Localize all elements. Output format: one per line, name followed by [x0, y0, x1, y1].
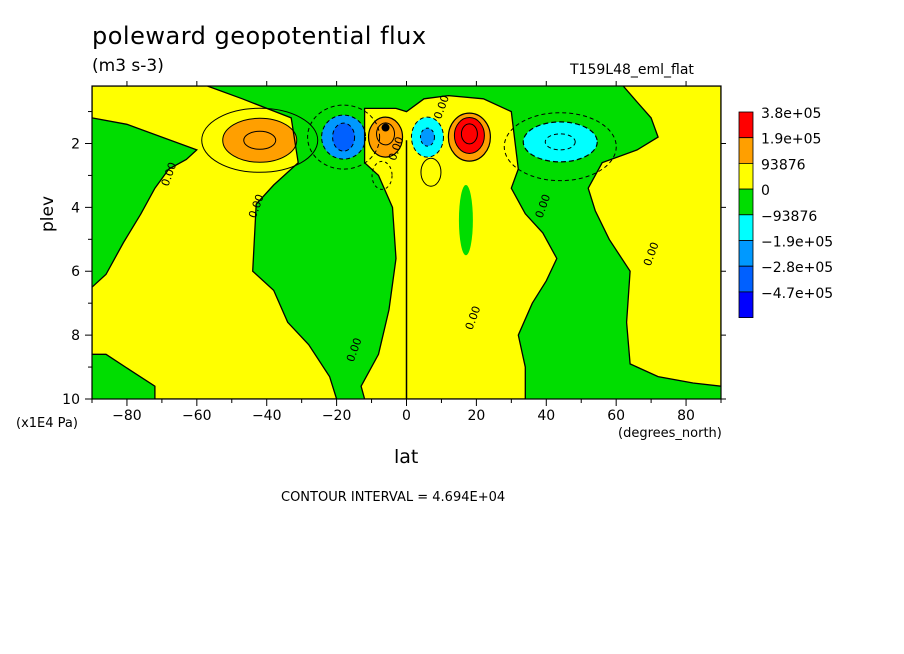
chart-title: poleward geopotential flux	[92, 22, 427, 50]
legend-label: −93876	[761, 209, 817, 225]
x-tick-label: −20	[322, 408, 352, 424]
min-nh-mid-cyan	[522, 121, 598, 163]
contour-eq-below-1	[371, 160, 393, 190]
contour-eq-below-2	[420, 157, 442, 187]
x-tick-label: 40	[537, 408, 555, 424]
zero-contour-nh	[587, 86, 721, 387]
max-sh-mid-orange	[222, 117, 298, 163]
x-tick-label: 60	[607, 408, 625, 424]
min-sh-dashed-contour	[307, 104, 381, 170]
region-outer-yellow-sh	[92, 86, 337, 399]
legend-label: −1.9e+05	[761, 235, 833, 251]
legend-swatch	[738, 137, 754, 164]
legend-label: 0	[761, 183, 770, 199]
run-label: T159L48_eml_flat	[570, 62, 694, 78]
chart-units: (m3 s-3)	[92, 56, 164, 76]
zero-contour-eq	[360, 94, 558, 399]
x-tick-label: −40	[252, 408, 282, 424]
legend-label: −4.7e+05	[761, 286, 833, 302]
max-eq-core	[381, 123, 390, 132]
y-tick-label: 6	[71, 264, 80, 280]
x-tick-label: 20	[467, 408, 485, 424]
x-axis-label: lat	[394, 446, 419, 468]
y-tick-label: 2	[71, 136, 80, 152]
contour-interval: CONTOUR INTERVAL = 4.694E+04	[281, 490, 506, 505]
x-tick-label: 80	[677, 408, 695, 424]
region-green-sh-tongue	[329, 185, 351, 243]
max-sh-mid-inner-contour	[243, 130, 277, 150]
zero-contour-sh	[92, 86, 338, 399]
legend-swatch	[738, 162, 754, 190]
legend-swatch	[738, 188, 754, 216]
y-axis-units: (x1E4 Pa)	[16, 416, 78, 431]
max-eq-inner-contour	[376, 122, 396, 146]
legend-label: −2.8e+05	[761, 260, 833, 276]
legend-label: 3.8e+05	[761, 106, 821, 122]
legend-swatch	[738, 291, 754, 318]
min-nh-mid-inner-contour	[544, 133, 576, 151]
legend-swatch	[738, 111, 754, 139]
max-eq-orange	[367, 116, 404, 158]
x-tick-label: 0	[402, 408, 411, 424]
max-nh-red	[453, 117, 485, 155]
min-nh-mid-outer-contour	[503, 112, 617, 182]
min-sh-inner	[332, 122, 356, 152]
y-tick-label: 10	[62, 392, 80, 408]
x-tick-label: −80	[112, 408, 142, 424]
legend-swatch	[738, 265, 754, 293]
region-eq-yellow	[361, 95, 557, 399]
legend-swatch	[738, 214, 754, 241]
min-eq-core	[419, 127, 435, 147]
max-sh-mid-outer-contour	[201, 107, 319, 173]
y-tick-label: 8	[71, 328, 80, 344]
region-outer-yellow-nh	[588, 86, 721, 387]
x-tick-label: −60	[182, 408, 212, 424]
legend-label: 1.9e+05	[761, 132, 821, 148]
x-axis-units: (degrees_north)	[618, 426, 722, 441]
y-tick-label: 4	[71, 200, 80, 216]
legend-swatch	[738, 240, 754, 267]
legend-label: 93876	[761, 157, 806, 173]
region-green-nh-tongue	[458, 185, 473, 256]
max-nh-inner-contour	[460, 123, 478, 145]
